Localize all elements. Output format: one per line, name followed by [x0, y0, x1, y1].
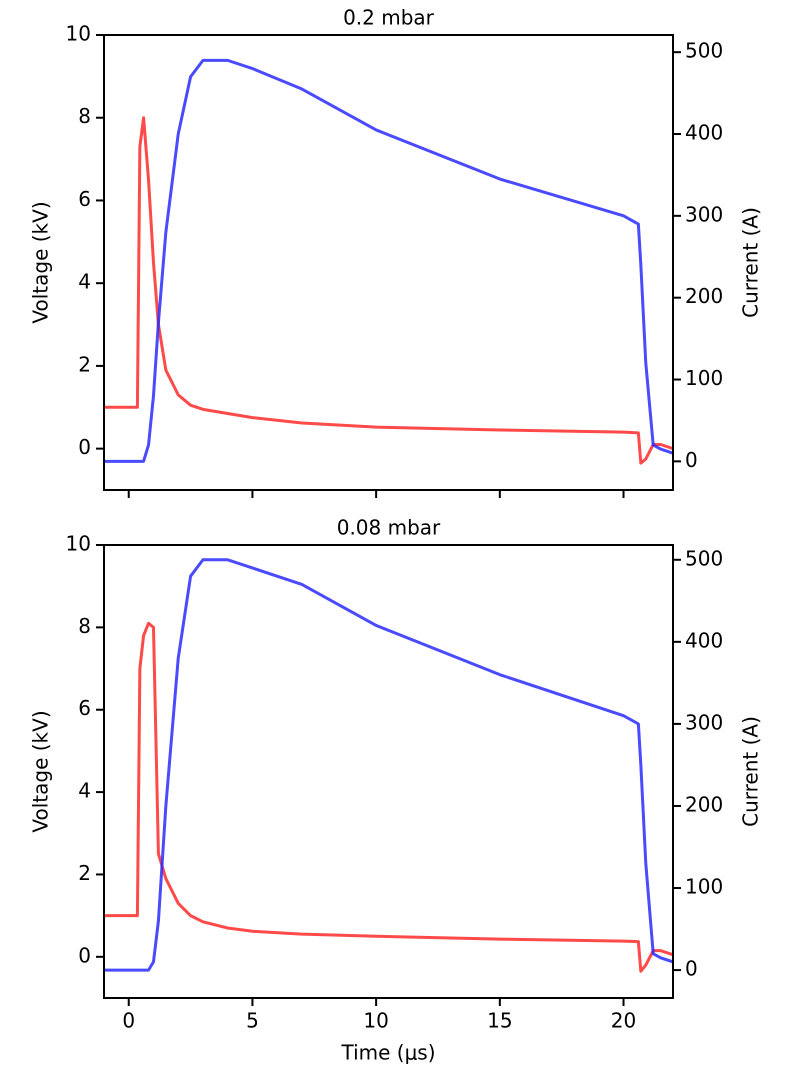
y-axis-label: Voltage (kV) — [29, 710, 53, 832]
trace — [104, 58, 673, 463]
x-tick-label: 5 — [246, 1009, 259, 1033]
x-tick-label: 0 — [122, 1009, 135, 1033]
y2-tick-label: 0 — [685, 957, 698, 981]
y-tick-label: 8 — [78, 614, 91, 638]
y-tick-label: 6 — [78, 187, 91, 211]
axes-frame — [103, 544, 674, 999]
y-axis-label: Voltage (kV) — [29, 201, 53, 323]
y-tick-label: 0 — [78, 435, 91, 459]
y-tick-label: 2 — [78, 352, 91, 376]
y2-tick-label: 300 — [685, 202, 723, 226]
y2-tick-label: 100 — [685, 875, 723, 899]
trace — [104, 116, 673, 465]
y2-tick-label: 200 — [685, 284, 723, 308]
y-tick-label: 0 — [78, 943, 91, 967]
y2-tick-label: 0 — [685, 448, 698, 472]
y-tick-label: 6 — [78, 696, 91, 720]
y2-tick-label: 300 — [685, 710, 723, 734]
y2-axis-label: Current (A) — [739, 207, 763, 318]
chart-title: 0.2 mbar — [343, 6, 435, 30]
y2-tick-label: 500 — [685, 546, 723, 570]
y-tick-label: 10 — [66, 22, 91, 46]
axes-frame — [103, 34, 674, 491]
y-tick-label: 4 — [78, 779, 91, 803]
trace — [104, 621, 673, 973]
chart-title: 0.08 mbar — [337, 516, 441, 540]
y-tick-label: 8 — [78, 104, 91, 128]
y-tick-label: 10 — [66, 532, 91, 556]
y2-axis-label: Current (A) — [739, 716, 763, 827]
y2-tick-label: 200 — [685, 792, 723, 816]
x-tick-label: 10 — [363, 1009, 388, 1033]
x-axis-label: Time (μs) — [340, 1041, 435, 1065]
y2-tick-label: 400 — [685, 121, 723, 145]
y-tick-label: 2 — [78, 861, 91, 885]
trace — [104, 558, 673, 972]
x-tick-label: 20 — [611, 1009, 636, 1033]
y2-tick-label: 100 — [685, 366, 723, 390]
x-tick-label: 15 — [487, 1009, 512, 1033]
y2-tick-label: 500 — [685, 39, 723, 63]
y2-tick-label: 400 — [685, 628, 723, 652]
y-tick-label: 4 — [78, 270, 91, 294]
